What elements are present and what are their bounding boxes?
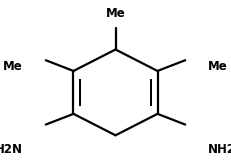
Text: Me: Me — [106, 7, 125, 20]
Text: Me: Me — [208, 60, 228, 73]
Text: H2N: H2N — [0, 143, 23, 156]
Text: NH2: NH2 — [208, 143, 231, 156]
Text: Me: Me — [3, 60, 23, 73]
